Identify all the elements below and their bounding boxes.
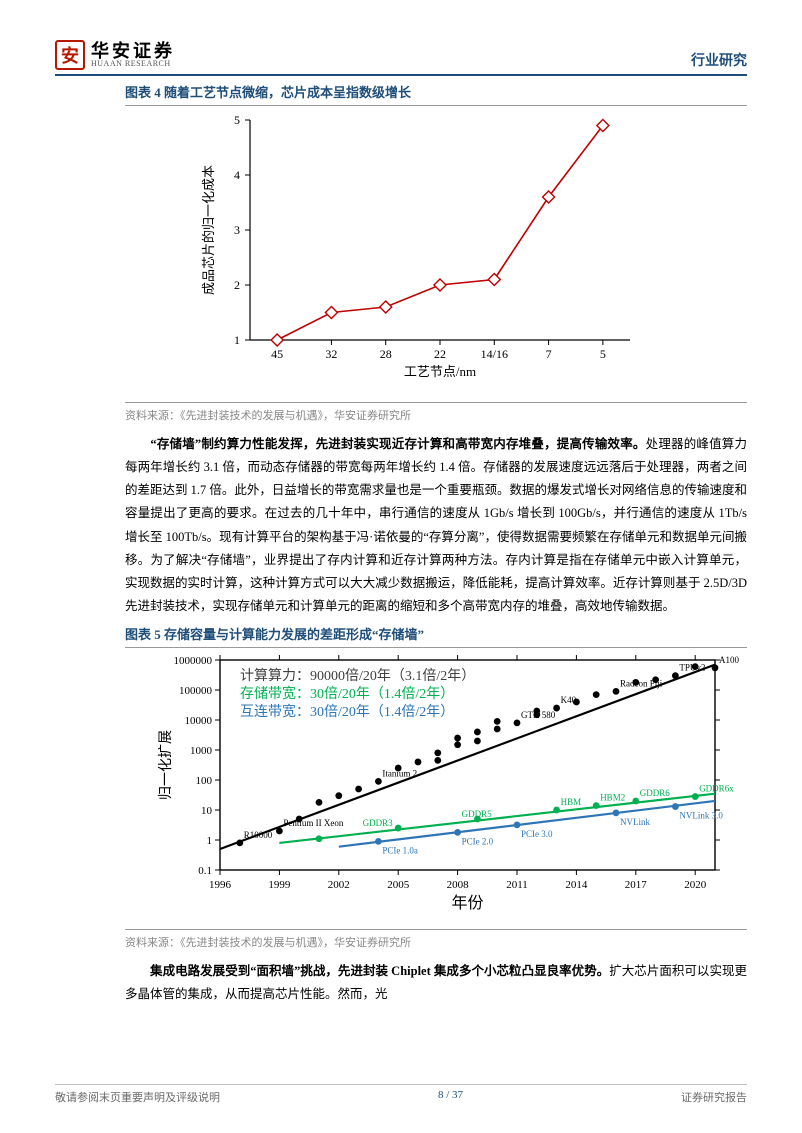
- svg-text:2017: 2017: [625, 879, 648, 891]
- figure5-rule-bottom: [125, 929, 747, 930]
- footer-right: 证券研究报告: [681, 1089, 747, 1105]
- svg-text:PCIe 1.0a: PCIe 1.0a: [382, 845, 418, 855]
- logo-cn: 华安证券: [91, 42, 175, 60]
- svg-text:Itanium 2: Itanium 2: [382, 768, 417, 778]
- svg-text:TPUv2: TPUv2: [679, 663, 705, 673]
- svg-text:计算算力：90000倍/20年（3.1倍/2年）: 计算算力：90000倍/20年（3.1倍/2年）: [240, 668, 475, 684]
- page: 安 华安证券 HUAAN RESEARCH 行业研究 图表 4 随着工艺节点微缩…: [0, 0, 802, 1133]
- figure5-chart: 0.1 1 10 100 1000 10000 100000 1000000 1996 1999 2…: [150, 652, 747, 927]
- logo-en: HUAAN RESEARCH: [91, 60, 175, 68]
- footer-left: 敬请参阅末页重要声明及评级说明: [55, 1089, 220, 1105]
- svg-text:10000: 10000: [185, 715, 213, 727]
- svg-text:2005: 2005: [387, 879, 410, 891]
- svg-text:存储带宽：30倍/20年（1.4倍/2年）: 存储带宽：30倍/20年（1.4倍/2年）: [240, 685, 454, 702]
- svg-text:工艺节点/nm: 工艺节点/nm: [404, 364, 476, 379]
- figure4-rule-bottom: [125, 402, 747, 403]
- figure5-source: 资料来源：《先进封装技术的发展与机遇》，华安证券研究所: [125, 934, 747, 950]
- svg-text:NVLink: NVLink: [620, 817, 650, 827]
- svg-text:归一化扩展: 归一化扩展: [157, 730, 174, 800]
- figure4-chart: 123454532282214/1675工艺节点/nm成品芯片的归一化成本: [195, 110, 687, 400]
- svg-text:GTX 580: GTX 580: [521, 710, 556, 720]
- svg-text:1: 1: [234, 333, 240, 347]
- page-header: 安 华安证券 HUAAN RESEARCH 行业研究: [55, 40, 747, 76]
- svg-text:1: 1: [207, 835, 213, 847]
- paragraph-1: “存储墙”制约算力性能发挥，先进封装实现近存计算和高带宽内存堆叠，提高传输效率。…: [125, 433, 747, 618]
- svg-text:成品芯片的归一化成本: 成品芯片的归一化成本: [201, 165, 216, 295]
- footer-page-number: 8 / 37: [438, 1089, 463, 1105]
- page-footer: 敬请参阅末页重要声明及评级说明 8 / 37 证券研究报告: [55, 1084, 747, 1105]
- header-category: 行业研究: [691, 50, 747, 70]
- svg-text:GDDR3: GDDR3: [363, 818, 394, 828]
- paragraph-2: 集成电路发展受到“面积墙”挑战，先进封装 Chiplet 集成多个小芯粒凸显良率…: [125, 960, 747, 1006]
- svg-text:2020: 2020: [684, 879, 707, 891]
- svg-text:1000000: 1000000: [174, 655, 213, 667]
- svg-text:GDDR6x: GDDR6x: [699, 784, 734, 794]
- svg-text:10: 10: [201, 805, 213, 817]
- svg-text:22: 22: [434, 347, 446, 361]
- svg-text:Radeon Fiji: Radeon Fiji: [620, 678, 663, 688]
- svg-text:2011: 2011: [506, 879, 528, 891]
- figure4-rule: [125, 105, 747, 106]
- svg-text:5: 5: [234, 113, 240, 127]
- svg-text:R10000: R10000: [244, 830, 273, 840]
- paragraph-1-bold: “存储墙”制约算力性能发挥，先进封装实现近存计算和高带宽内存堆叠，提高传输效率。: [125, 437, 646, 451]
- svg-text:NVLink 3.0: NVLink 3.0: [679, 811, 723, 821]
- svg-text:32: 32: [325, 347, 337, 361]
- svg-text:2008: 2008: [447, 879, 470, 891]
- figure5-title: 图表 5 存储容量与计算能力发展的差距形成“存储墙”: [125, 624, 747, 643]
- svg-text:2014: 2014: [565, 879, 588, 891]
- svg-text:Pentium II Xeon: Pentium II Xeon: [283, 818, 343, 828]
- figure4-source: 资料来源：《先进封装技术的发展与机遇》，华安证券研究所: [125, 407, 747, 423]
- logo-mark-icon: 安: [55, 40, 85, 70]
- svg-text:HBM: HBM: [561, 797, 582, 807]
- svg-text:HBM2: HBM2: [600, 793, 625, 803]
- svg-text:1000: 1000: [190, 745, 213, 757]
- paragraph-2-bold: 集成电路发展受到“面积墙”挑战，先进封装 Chiplet 集成多个小芯粒凸显良率…: [125, 964, 609, 978]
- svg-text:PCIe 3.0: PCIe 3.0: [521, 829, 553, 839]
- svg-text:0.1: 0.1: [198, 865, 212, 877]
- svg-text:45: 45: [271, 347, 283, 361]
- svg-text:年份: 年份: [451, 894, 483, 912]
- svg-text:2002: 2002: [328, 879, 350, 891]
- svg-text:3: 3: [234, 223, 240, 237]
- paragraph-1-rest: 处理器的峰值算力每两年增长约 3.1 倍，而动态存储器的带宽每两年增长约 1.4…: [125, 437, 747, 613]
- svg-text:1996: 1996: [209, 879, 232, 891]
- svg-text:5: 5: [600, 347, 606, 361]
- svg-text:GDDR6: GDDR6: [640, 788, 671, 798]
- svg-text:互连带宽：30倍/20年（1.4倍/2年）: 互连带宽：30倍/20年（1.4倍/2年）: [240, 703, 454, 720]
- svg-text:1999: 1999: [268, 879, 291, 891]
- svg-text:100: 100: [196, 775, 213, 787]
- svg-text:28: 28: [380, 347, 392, 361]
- svg-text:K40: K40: [561, 695, 577, 705]
- brand-logo: 安 华安证券 HUAAN RESEARCH: [55, 40, 175, 70]
- svg-text:100000: 100000: [179, 685, 213, 697]
- svg-text:7: 7: [546, 347, 552, 361]
- svg-text:A100: A100: [719, 655, 739, 665]
- svg-text:GDDR5: GDDR5: [462, 809, 493, 819]
- svg-text:14/16: 14/16: [481, 347, 508, 361]
- figure5-rule: [125, 647, 747, 648]
- figure4-title: 图表 4 随着工艺节点微缩，芯片成本呈指数级增长: [125, 82, 747, 101]
- svg-text:PCIe 2.0: PCIe 2.0: [462, 836, 494, 846]
- svg-text:2: 2: [234, 278, 240, 292]
- svg-text:4: 4: [234, 168, 240, 182]
